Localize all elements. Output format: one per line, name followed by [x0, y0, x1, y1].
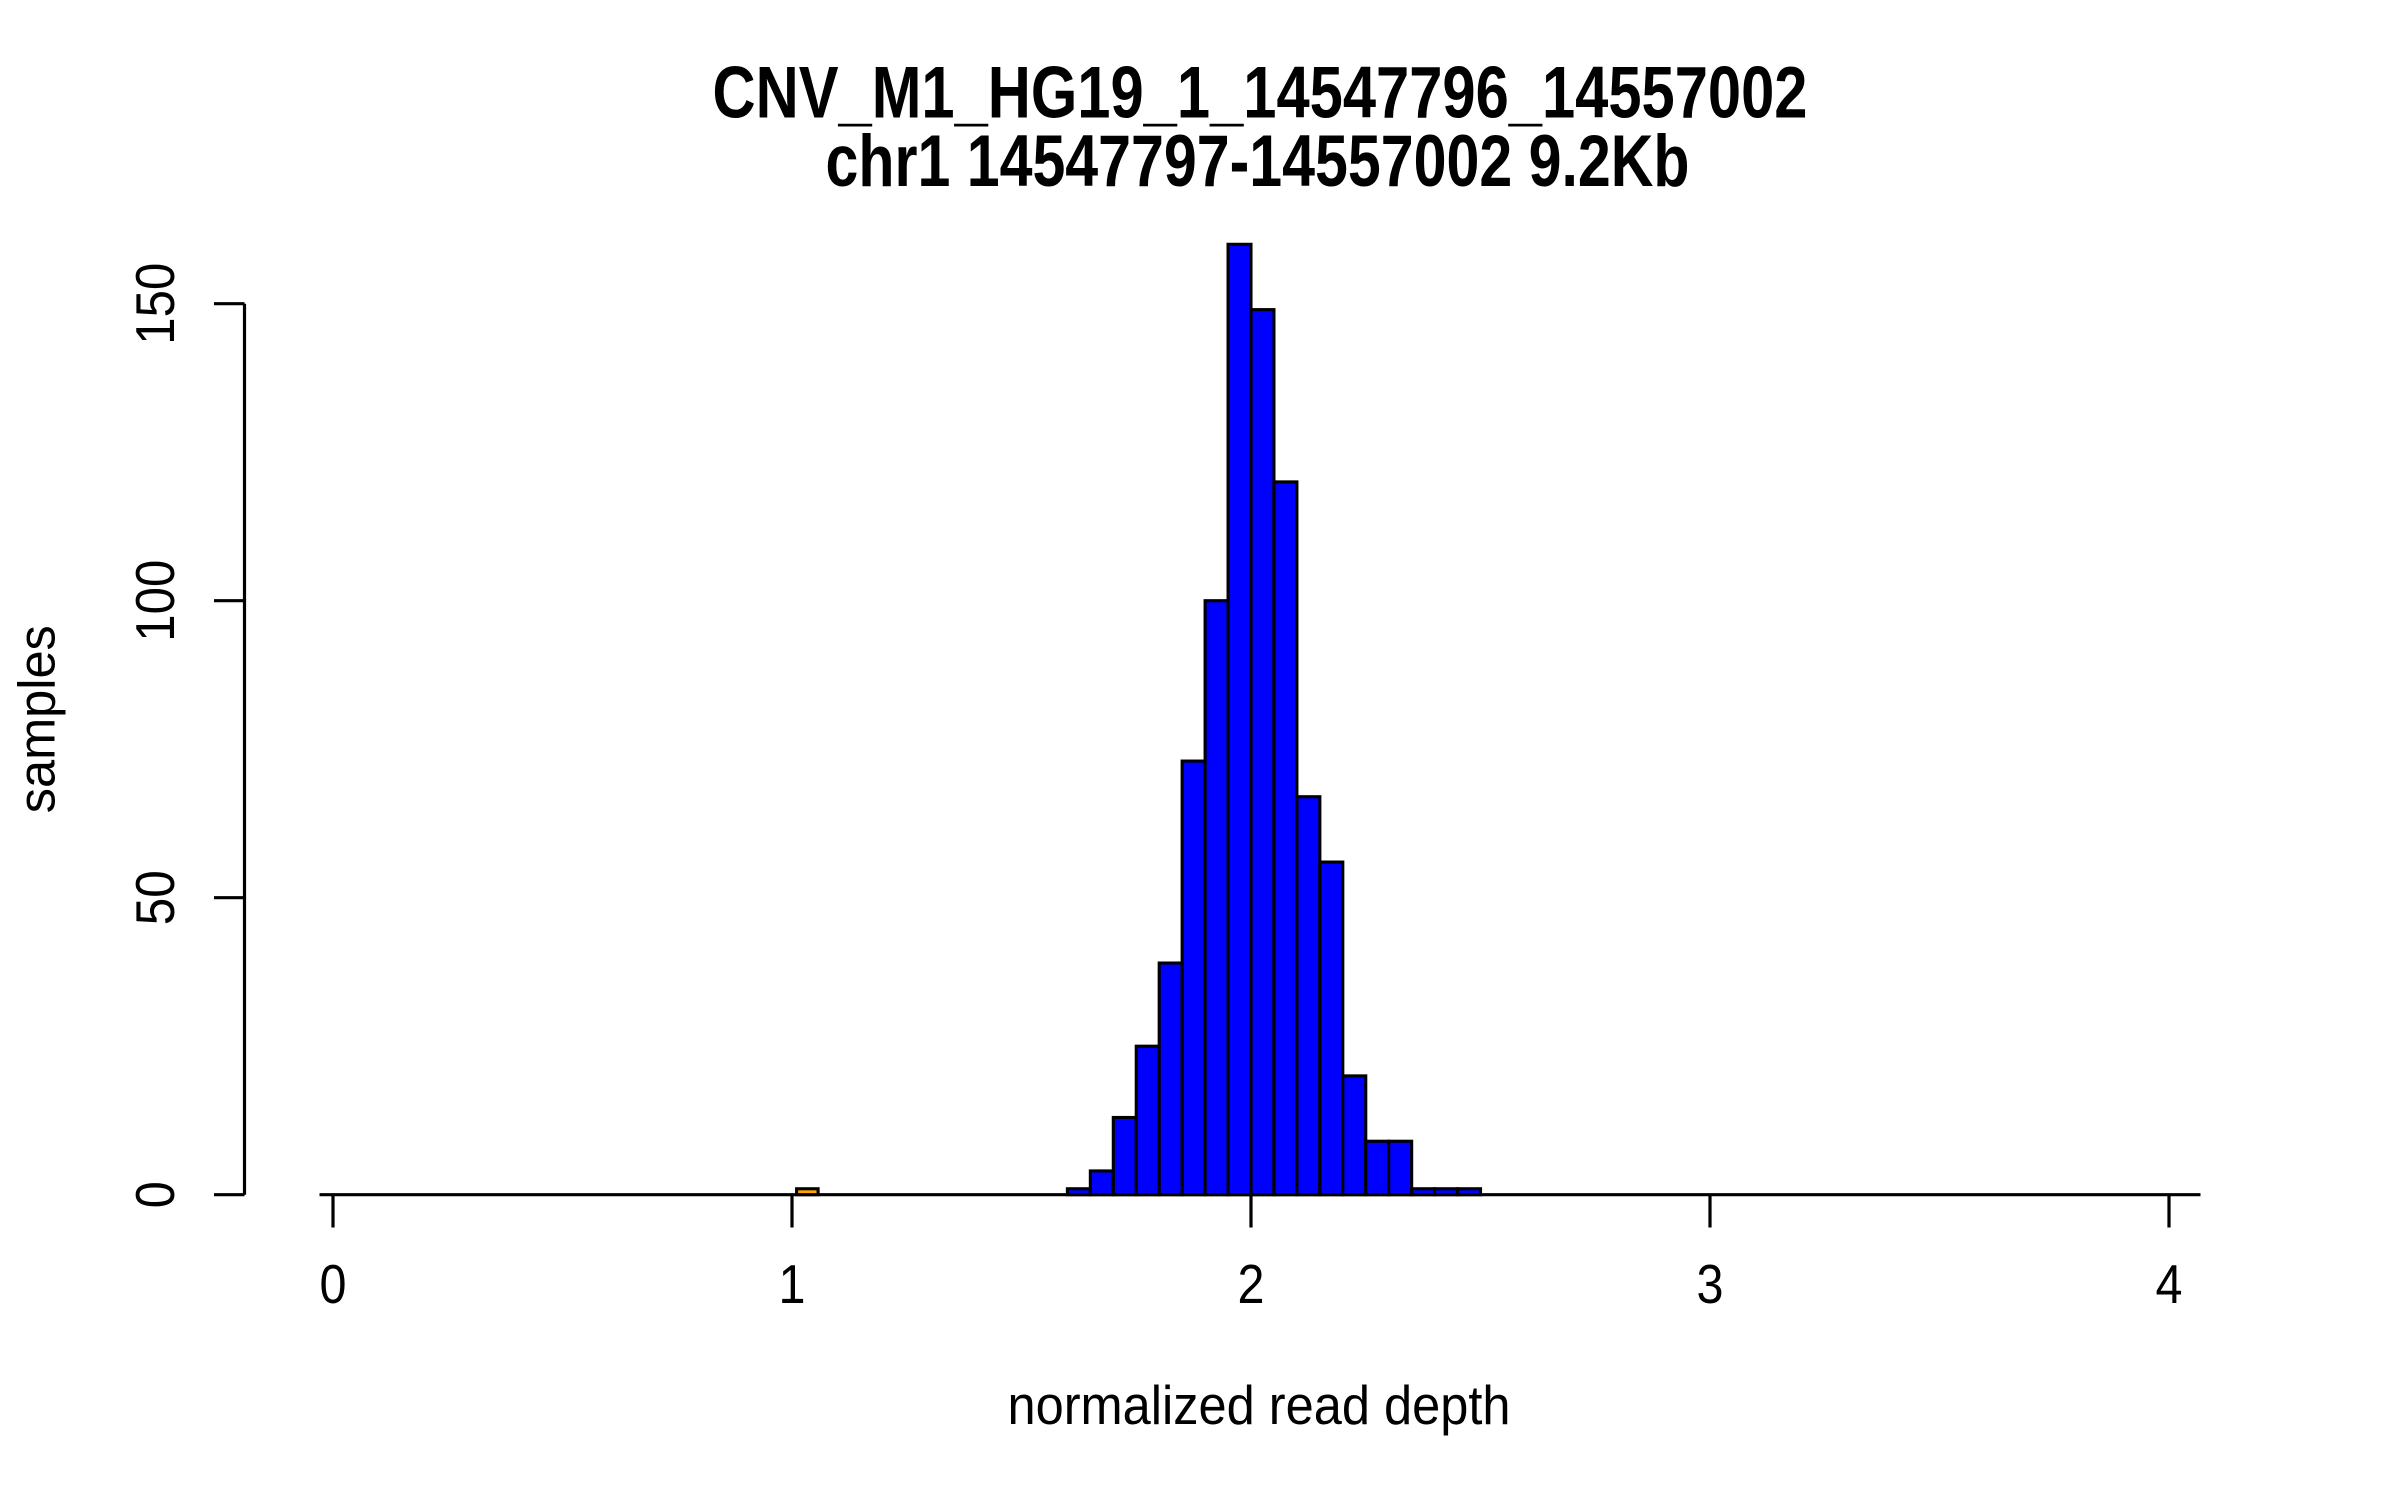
svg-text:3: 3	[1697, 1253, 1724, 1315]
svg-text:0: 0	[320, 1253, 347, 1315]
svg-text:1: 1	[779, 1253, 806, 1315]
svg-text:chr1 14547797-14557002 9.2Kb: chr1 14547797-14557002 9.2Kb	[826, 121, 1690, 202]
svg-text:CNV_M1_HG19_1_14547796_1455700: CNV_M1_HG19_1_14547796_14557002	[713, 53, 1808, 134]
svg-text:150: 150	[124, 263, 186, 345]
svg-text:100: 100	[124, 560, 186, 642]
svg-text:4: 4	[2156, 1253, 2183, 1315]
svg-text:2: 2	[1238, 1253, 1265, 1315]
svg-text:0: 0	[124, 1181, 186, 1208]
svg-text:samples: samples	[9, 625, 67, 813]
svg-text:50: 50	[124, 870, 186, 925]
svg-text:normalized read depth: normalized read depth	[1008, 1374, 1511, 1436]
